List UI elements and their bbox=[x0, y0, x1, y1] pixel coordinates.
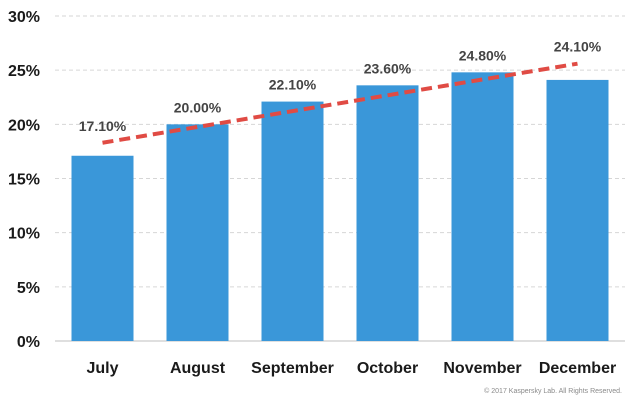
x-category-label: July bbox=[86, 360, 118, 377]
y-tick-label: 5% bbox=[17, 280, 40, 297]
x-category-label: November bbox=[443, 360, 521, 377]
data-label: 23.60% bbox=[364, 60, 412, 76]
bar bbox=[71, 155, 134, 341]
bar bbox=[451, 72, 514, 341]
y-tick-label: 25% bbox=[8, 63, 40, 80]
y-tick-label: 0% bbox=[17, 334, 40, 351]
x-category-label: October bbox=[357, 360, 418, 377]
bar bbox=[356, 85, 419, 341]
copyright-notice: © 2017 Kaspersky Lab. All Rights Reserve… bbox=[484, 388, 622, 395]
data-label: 17.10% bbox=[79, 118, 127, 134]
data-label: 24.10% bbox=[554, 39, 602, 55]
x-category-label: September bbox=[251, 360, 334, 377]
y-tick-label: 15% bbox=[8, 172, 40, 189]
trendline bbox=[102, 61, 578, 145]
data-label: 20.00% bbox=[174, 99, 222, 115]
bar bbox=[261, 101, 324, 341]
y-tick-label: 30% bbox=[8, 9, 40, 26]
x-category-label: August bbox=[170, 360, 226, 377]
bar bbox=[166, 124, 229, 341]
data-label: 24.80% bbox=[459, 47, 507, 63]
y-tick-label: 10% bbox=[8, 226, 40, 243]
y-tick-label: 20% bbox=[8, 117, 40, 134]
x-category-label: December bbox=[539, 360, 616, 377]
bar bbox=[546, 79, 609, 342]
data-label: 22.10% bbox=[269, 77, 317, 93]
